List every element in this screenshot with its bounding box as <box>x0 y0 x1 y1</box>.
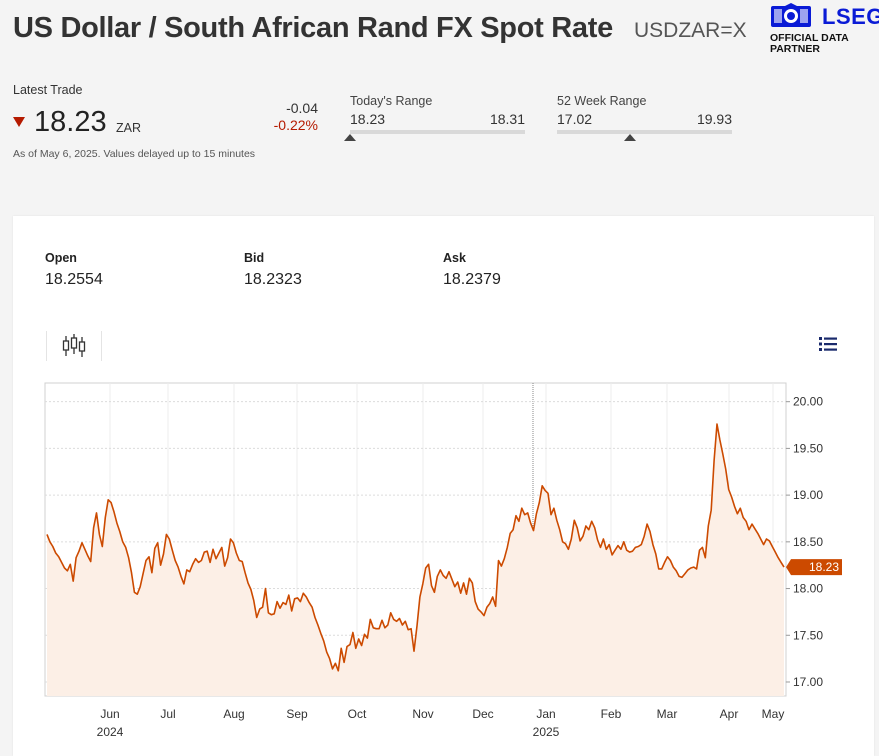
stat-ask-label: Ask <box>443 251 466 265</box>
stat-open: Open 18.2554 <box>45 251 103 289</box>
y-tick-label: 20.00 <box>793 395 823 409</box>
y-tick-label: 17.00 <box>793 675 823 689</box>
week52-range-high: 19.93 <box>696 111 732 127</box>
x-tick-label: Jun <box>100 707 119 721</box>
as-of-note: As of May 6, 2025. Values delayed up to … <box>13 148 256 160</box>
latest-price: 18.23 <box>34 106 107 138</box>
x-tick-label: Jan <box>536 707 555 721</box>
lseg-partner-logo[interactable]: LSEG OFFICIAL DATA PARTNER <box>770 3 879 58</box>
x-tick-label: Apr <box>720 707 739 721</box>
partner-line-1: OFFICIAL DATA <box>770 32 849 44</box>
x-tick-label: Jul <box>160 707 175 721</box>
partner-caption: OFFICIAL DATA PARTNER <box>770 33 849 55</box>
y-tick-label: 18.00 <box>793 582 823 596</box>
y-tick-label: 19.00 <box>793 488 823 502</box>
todays-range-bar <box>350 130 525 134</box>
stat-open-label: Open <box>45 251 77 265</box>
quote-header: US Dollar / South African Rand FX Spot R… <box>0 0 879 205</box>
latest-trade-label: Latest Trade <box>13 83 83 97</box>
todays-range-low: 18.23 <box>350 111 386 127</box>
week52-range-pointer-icon <box>623 134 636 141</box>
lseg-crest-icon <box>771 3 811 27</box>
week52-range-bar <box>557 130 732 134</box>
week52-range-label: 52 Week Range <box>557 94 647 108</box>
stat-ask: Ask 18.2379 <box>443 251 501 289</box>
price-unit: ZAR <box>116 121 141 135</box>
stat-ask-value: 18.2379 <box>443 271 501 288</box>
partner-brand: LSEG <box>822 4 879 29</box>
x-tick-label: Nov <box>412 707 433 721</box>
list-view-button[interactable] <box>817 333 839 355</box>
percent-change: -0.22% <box>273 117 318 133</box>
x-tick-label: Dec <box>472 707 493 721</box>
stat-bid-label: Bid <box>244 251 265 265</box>
x-tick-label: Oct <box>348 707 367 721</box>
candlestick-chart-icon <box>62 334 86 357</box>
y-tick-label: 17.50 <box>793 628 823 642</box>
x-tick-label: Feb <box>601 707 622 721</box>
x-tick-label: Sep <box>286 707 308 721</box>
down-arrow-icon <box>13 117 25 127</box>
series-line <box>46 423 785 672</box>
todays-range: Today's Range 18.23 18.31 <box>344 94 525 141</box>
ticker-symbol: USDZAR=X <box>634 19 747 42</box>
todays-range-label: Today's Range <box>350 94 433 108</box>
todays-range-high: 18.31 <box>489 111 525 127</box>
week52-range: 52 Week Range 17.02 19.93 <box>557 94 732 141</box>
last-value-label: 18.23 <box>809 560 839 574</box>
list-view-icon <box>819 337 837 351</box>
x-year-label: 2024 <box>97 725 124 739</box>
net-change: -0.04 <box>286 100 318 116</box>
week52-range-low: 17.02 <box>557 111 593 127</box>
todays-range-pointer-icon <box>344 134 356 141</box>
x-year-label: 2025 <box>533 725 560 739</box>
x-tick-label: Mar <box>657 707 678 721</box>
candlestick-toggle-button[interactable] <box>46 331 102 361</box>
x-tick-label: Aug <box>223 707 244 721</box>
stat-open-value: 18.2554 <box>45 271 103 288</box>
stat-bid: Bid 18.2323 <box>244 251 302 289</box>
stat-bid-value: 18.2323 <box>244 271 302 288</box>
y-tick-label: 19.50 <box>793 441 823 455</box>
last-value-tag <box>786 559 842 576</box>
partner-line-2: PARTNER <box>770 43 820 55</box>
x-tick-label: May <box>762 707 785 721</box>
series-area <box>47 424 784 696</box>
y-tick-label: 18.50 <box>793 535 823 549</box>
page-title: US Dollar / South African Rand FX Spot R… <box>13 12 613 44</box>
